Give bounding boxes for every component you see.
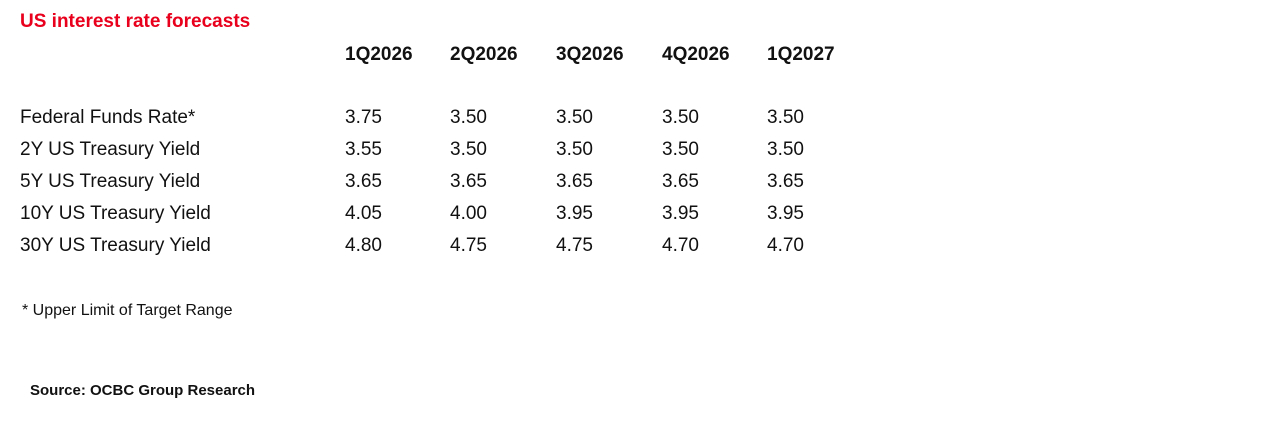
cell: 3.50 — [556, 139, 593, 160]
cell: 3.50 — [662, 107, 699, 128]
cell: 4.70 — [662, 235, 699, 256]
cell: 4.00 — [450, 203, 487, 224]
column-header: 3Q2026 — [556, 44, 624, 65]
footnote: * Upper Limit of Target Range — [22, 302, 233, 319]
cell: 3.65 — [767, 171, 804, 192]
row-label: Federal Funds Rate* — [20, 107, 196, 128]
cell: 3.65 — [662, 171, 699, 192]
cell: 3.50 — [450, 139, 487, 160]
cell: 3.50 — [662, 139, 699, 160]
cell: 3.65 — [345, 171, 382, 192]
row-label: 2Y US Treasury Yield — [20, 139, 201, 160]
cell: 3.50 — [556, 107, 593, 128]
cell: 3.55 — [345, 139, 382, 160]
cell: 3.65 — [450, 171, 487, 192]
cell: 3.50 — [767, 139, 804, 160]
column-header: 1Q2027 — [767, 44, 835, 65]
cell: 4.75 — [450, 235, 487, 256]
row-label: 5Y US Treasury Yield — [20, 171, 201, 192]
cell: 4.80 — [345, 235, 382, 256]
cell: 3.75 — [345, 107, 382, 128]
cell: 3.95 — [767, 203, 804, 224]
column-header: 4Q2026 — [662, 44, 730, 65]
cell: 3.65 — [556, 171, 593, 192]
cell: 3.95 — [662, 203, 699, 224]
cell: 4.05 — [345, 203, 382, 224]
column-header: 1Q2026 — [345, 44, 413, 65]
title: US interest rate forecasts — [20, 11, 251, 32]
source: Source: OCBC Group Research — [30, 382, 256, 399]
cell: 4.70 — [767, 235, 804, 256]
column-header: 2Q2026 — [450, 44, 518, 65]
row-label: 10Y US Treasury Yield — [20, 203, 211, 224]
cell: 3.50 — [767, 107, 804, 128]
cell: 4.75 — [556, 235, 593, 256]
row-label: 30Y US Treasury Yield — [20, 235, 211, 256]
cell: 3.95 — [556, 203, 593, 224]
cell: 3.50 — [450, 107, 487, 128]
